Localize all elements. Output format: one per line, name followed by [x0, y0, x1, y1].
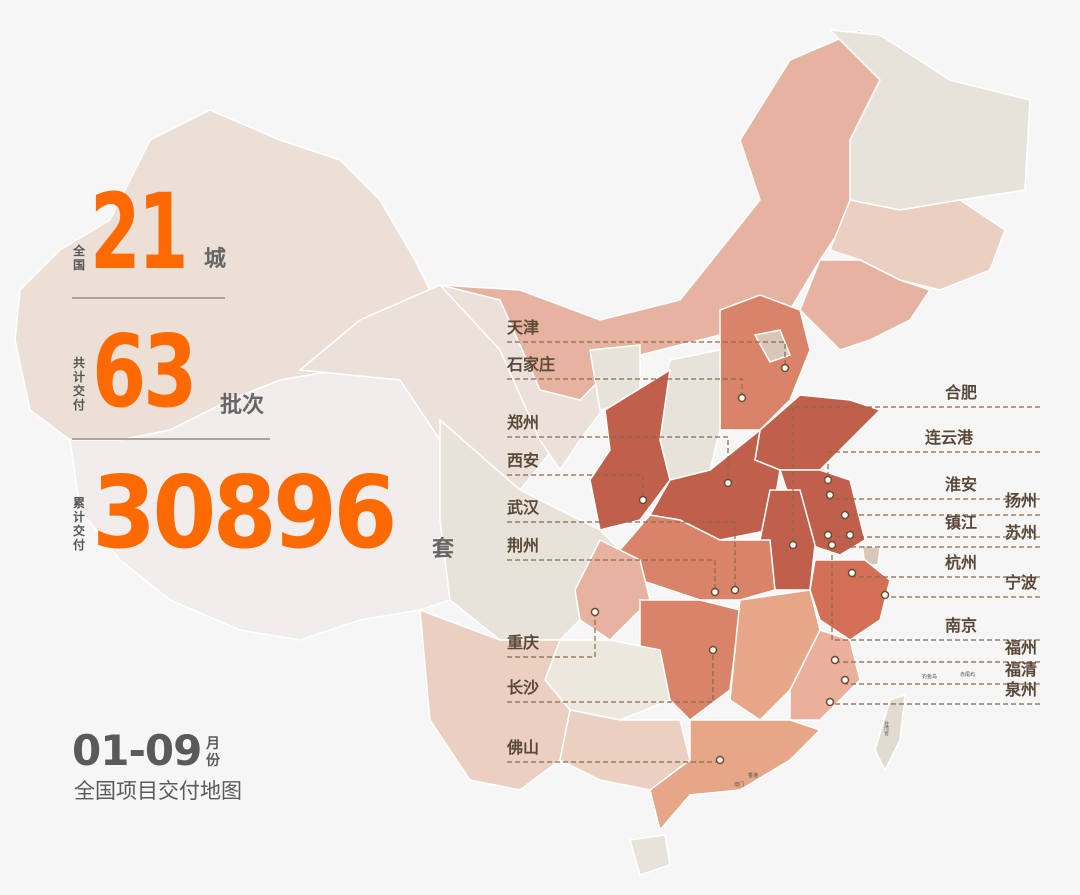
province-fujian — [789, 629, 861, 721]
city-marker — [830, 655, 840, 665]
province-taiwan — [874, 693, 906, 772]
province-shaanxi — [589, 368, 671, 531]
leader-line — [884, 595, 1040, 598]
city-marker — [825, 490, 835, 500]
city-marker — [840, 510, 850, 520]
city-label: 石家庄 — [507, 355, 556, 374]
period-unit: 月份 — [206, 736, 220, 769]
divider — [72, 297, 225, 299]
province-heilongjiang — [827, 29, 1031, 211]
label-taiwan: 台湾省 — [884, 721, 890, 737]
city-label: 福州 — [1005, 638, 1038, 657]
city-label: 南京 — [945, 616, 978, 635]
stat-unit-units: 套 — [432, 537, 455, 562]
leader-line — [507, 521, 736, 590]
city-marker — [825, 697, 835, 707]
city-marker — [708, 645, 718, 655]
city-label: 重庆 — [507, 633, 540, 652]
city-marker — [847, 568, 857, 578]
city-marker — [845, 530, 855, 540]
stat-unit-cities: 城 — [204, 247, 227, 272]
map-caption: 全国项目交付地图 — [74, 779, 242, 803]
leader-line — [507, 436, 729, 483]
city-label: 苏州 — [1005, 523, 1038, 542]
stat-label-cities: 全国 — [73, 244, 86, 272]
city-marker — [730, 585, 740, 595]
city-marker — [827, 540, 837, 550]
stat-value-units: 30896 — [92, 454, 397, 571]
leader-line — [831, 545, 1040, 641]
leader-line — [507, 559, 716, 592]
city-marker — [723, 478, 733, 488]
city-label: 福清 — [1005, 660, 1038, 679]
period-value: 01-09 — [72, 726, 202, 775]
leader-line — [507, 612, 596, 658]
city-marker — [840, 675, 850, 685]
city-label: 杭州 — [945, 553, 978, 572]
city-marker — [780, 363, 790, 373]
province-guangdong — [649, 719, 822, 832]
leader-line — [507, 378, 743, 398]
city-marker — [710, 587, 720, 597]
city-label: 宁波 — [1005, 573, 1038, 592]
label-diaoyudao: 钓鱼岛 — [922, 674, 938, 680]
label-hongkong: 香港 — [748, 773, 759, 779]
province-beijing — [753, 329, 791, 363]
city-marker — [737, 393, 747, 403]
label-macau: 澳门 — [734, 782, 745, 788]
leader-line — [792, 406, 1040, 545]
city-marker — [823, 530, 833, 540]
leader-line — [507, 474, 644, 500]
stat-label-units: 累计交付 — [73, 496, 86, 552]
city-marker — [590, 607, 600, 617]
province-hainan — [629, 834, 671, 876]
stat-unit-batches: 批次 — [220, 393, 265, 418]
province-shanghai — [861, 544, 881, 566]
city-label: 合肥 — [945, 383, 978, 402]
city-marker — [788, 540, 798, 550]
leader-line — [507, 341, 786, 368]
city-label: 淮安 — [945, 475, 978, 494]
leader-line — [829, 702, 1040, 705]
label-chiweiyu: 赤尾屿 — [960, 672, 976, 678]
city-label: 泉州 — [1005, 680, 1038, 699]
city-label: 荆州 — [507, 536, 540, 555]
city-label: 郑州 — [507, 413, 540, 432]
city-label: 镇江 — [945, 513, 978, 532]
city-marker — [715, 755, 725, 765]
stat-value-batches: 63 — [92, 313, 197, 430]
city-label: 天津 — [507, 318, 540, 337]
province-jilin — [829, 199, 1006, 291]
city-label: 西安 — [507, 451, 540, 470]
city-marker — [823, 475, 833, 485]
city-marker — [880, 590, 890, 600]
city-label: 武汉 — [507, 498, 540, 517]
city-label: 连云港 — [925, 428, 974, 447]
city-label: 长沙 — [507, 678, 540, 697]
stat-label-batches: 共计交付 — [73, 356, 86, 412]
city-label: 扬州 — [1005, 491, 1038, 510]
city-marker — [638, 495, 648, 505]
divider — [72, 438, 270, 440]
leader-line — [827, 451, 1040, 480]
stat-value-cities: 21 — [90, 171, 189, 293]
leader-line — [507, 650, 714, 703]
province-liaoning — [799, 259, 932, 351]
city-label: 佛山 — [507, 738, 540, 757]
